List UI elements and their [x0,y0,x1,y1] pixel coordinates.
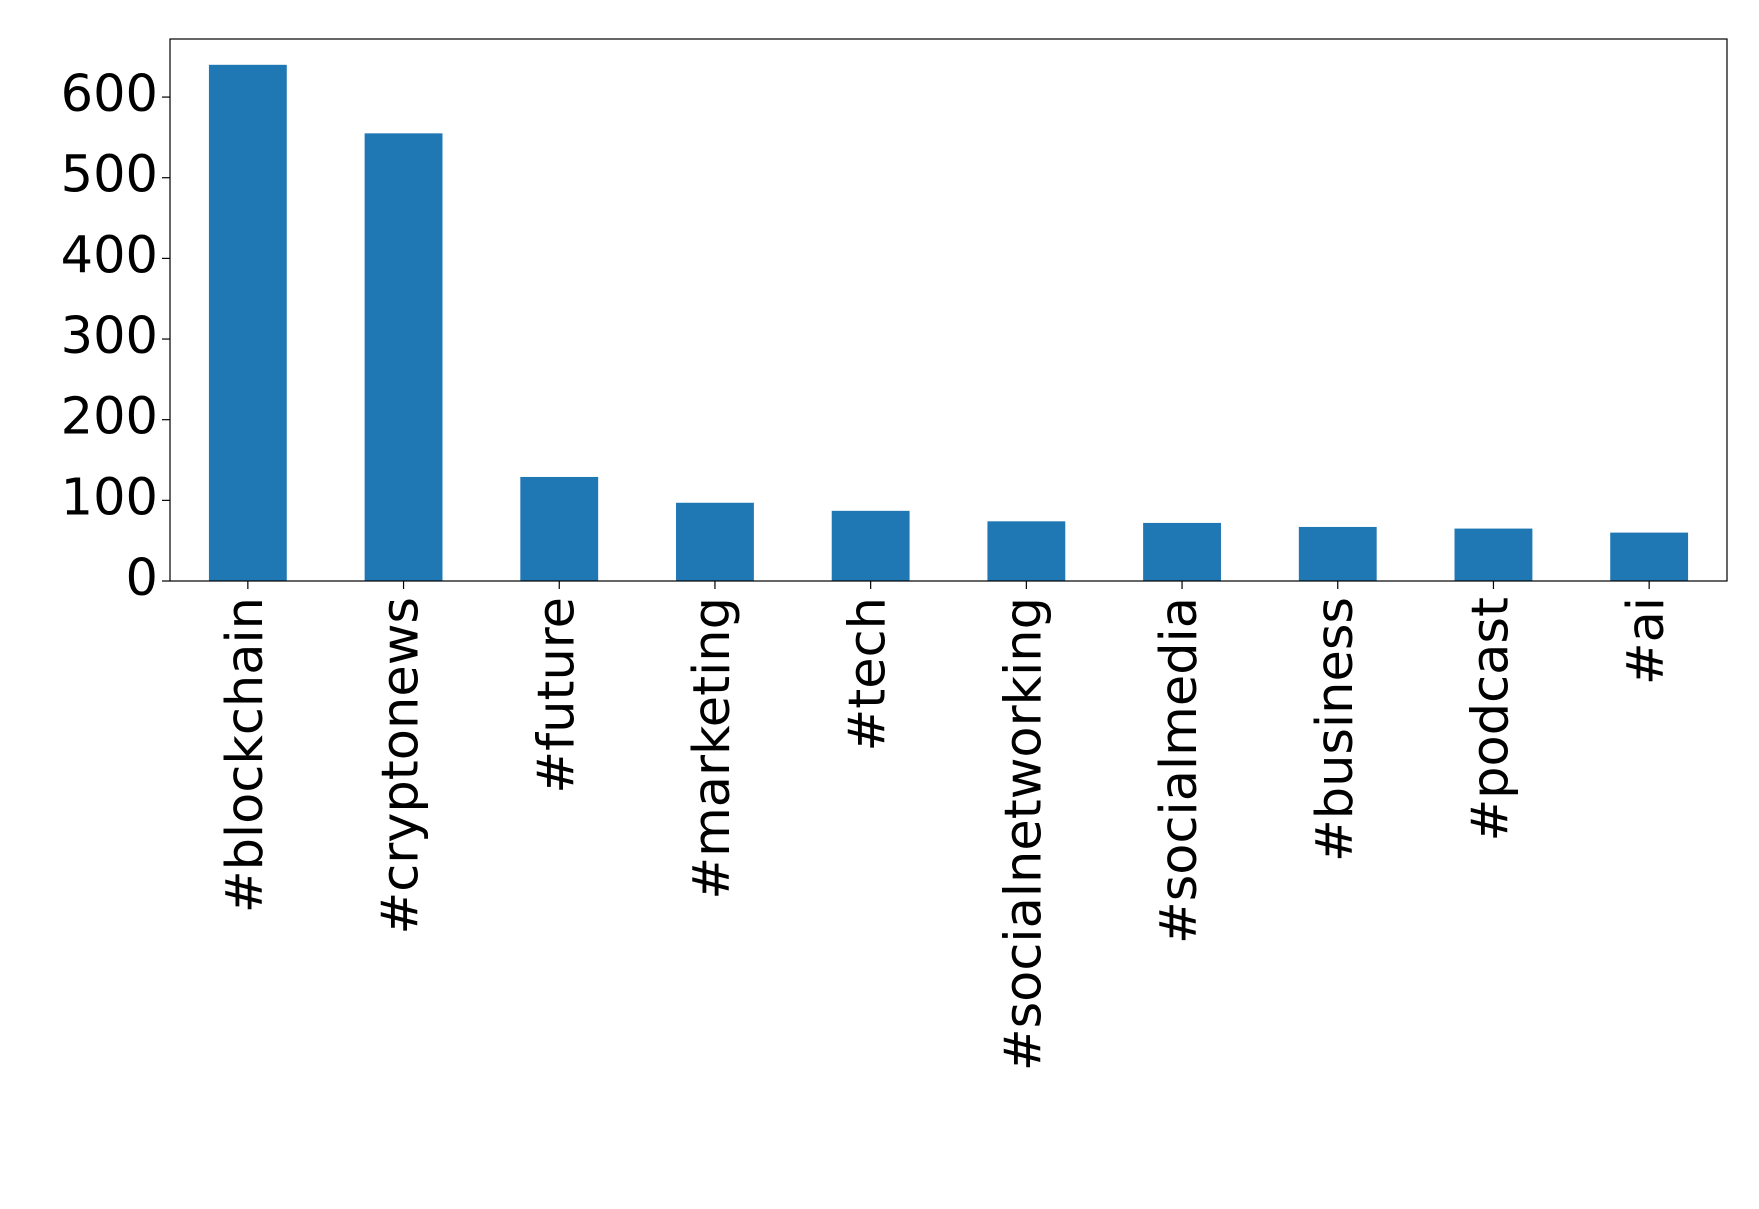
bar [364,133,443,581]
bar [1143,522,1221,581]
x-tick-label: #cryptonews [372,597,431,934]
y-tick-label: 500 [61,146,158,205]
y-tick-label: 300 [61,307,158,366]
x-tick-label: #podcast [1461,597,1520,842]
y-tick-label: 400 [61,226,158,285]
bar [208,64,287,582]
y-tick-label: 100 [61,468,158,527]
bar [1454,528,1533,581]
x-tick-label: #socialmedia [1150,597,1209,944]
bar [520,476,599,581]
bar [1298,526,1377,581]
x-tick-label: #blockchain [216,597,275,913]
x-tick-label: #tech [839,597,898,751]
x-tick-label: #business [1306,597,1365,862]
bar [987,521,1066,581]
bar [831,510,910,581]
bar [676,502,754,581]
plot-frame [169,38,1728,582]
x-tick-label: #future [527,597,586,794]
bar [1610,532,1689,581]
x-tick-label: #ai [1617,597,1676,685]
x-tick-label: #marketing [683,597,742,900]
y-tick-label: 200 [61,388,158,447]
y-tick-label: 0 [126,549,158,608]
y-tick-label: 600 [61,65,158,124]
x-tick-label: #socialnetworking [994,597,1053,1071]
